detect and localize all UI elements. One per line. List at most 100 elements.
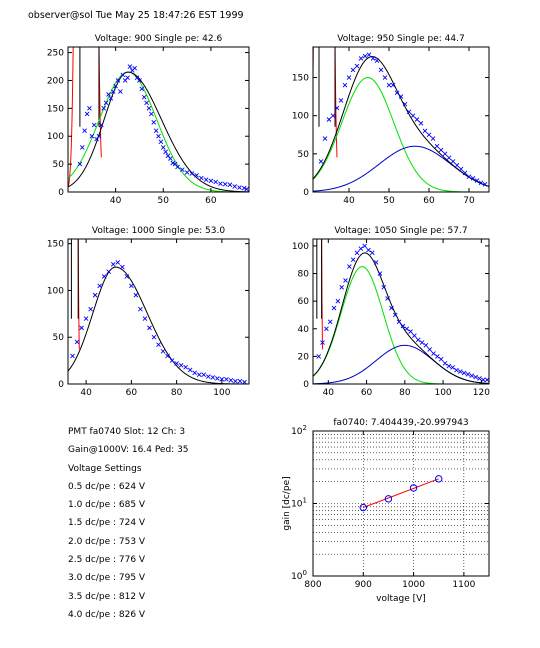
gain-fit-line	[363, 478, 439, 508]
data-point	[330, 113, 336, 119]
double-pe-curve	[313, 344, 489, 384]
single-pe-curve	[68, 71, 249, 192]
x-tick-label: 60	[126, 388, 138, 398]
data-point	[88, 306, 93, 312]
data-point	[427, 347, 433, 352]
data-point	[96, 133, 102, 139]
chart-title: Voltage: 950 Single pe: 44.7	[337, 34, 464, 44]
data-point	[410, 113, 416, 119]
data-point	[103, 100, 109, 106]
data-point	[132, 65, 138, 71]
data-point	[408, 329, 413, 334]
y-tick-label: 101	[291, 497, 307, 510]
data-point	[141, 94, 147, 100]
data-point	[478, 180, 484, 186]
data-point	[227, 182, 233, 188]
data-point	[84, 111, 90, 117]
data-point	[470, 175, 476, 181]
data-point	[431, 351, 436, 356]
data-point	[110, 89, 116, 94]
x-tick-label: 100	[213, 388, 230, 398]
data-point	[404, 326, 410, 332]
y-tick-label: 0	[303, 380, 309, 390]
x-tick-label: 100	[434, 388, 451, 398]
data-point	[205, 374, 211, 379]
data-point	[382, 75, 388, 80]
data-point	[139, 86, 145, 92]
data-point	[377, 271, 383, 276]
data-point	[402, 101, 408, 107]
data-point	[342, 82, 348, 88]
data-point	[482, 182, 488, 187]
data-point	[474, 178, 480, 183]
data-point	[101, 274, 107, 279]
data-point	[484, 377, 489, 383]
data-point	[418, 120, 424, 126]
chart-title: Voltage: 900 Single pe: 42.6	[95, 34, 223, 44]
data-point	[170, 160, 176, 166]
data-point	[241, 185, 247, 191]
data-point	[350, 257, 356, 263]
data-point	[430, 136, 436, 141]
data-point	[469, 373, 475, 379]
data-point	[153, 128, 159, 133]
gain-point	[384, 495, 393, 503]
total-fit-curve	[68, 266, 249, 384]
header-text: observer@sol Tue May 25 18:47:26 EST 199…	[28, 10, 244, 21]
data-point	[446, 155, 452, 160]
data-point	[219, 377, 225, 382]
data-point	[232, 184, 238, 189]
data-point	[419, 340, 425, 345]
data-point	[358, 246, 364, 251]
data-point	[163, 149, 168, 155]
x-tick-label: 40	[110, 196, 122, 206]
plot-area	[68, 239, 249, 384]
data-point	[394, 90, 400, 96]
data-point	[165, 353, 170, 359]
data-point	[101, 106, 107, 111]
data-point	[438, 147, 444, 153]
gain-point	[359, 503, 367, 512]
data-point	[434, 143, 440, 149]
info-line: 4.0 dc/pe : 826 V	[68, 609, 146, 620]
data-point	[381, 285, 387, 290]
data-point	[362, 53, 368, 59]
data-point	[343, 278, 348, 283]
data-point	[74, 339, 80, 345]
data-point	[450, 365, 455, 370]
y-tick-label: 50	[298, 150, 310, 160]
info-line: 2.5 dc/pe : 776 V	[68, 555, 146, 566]
data-point	[465, 372, 471, 377]
data-point	[169, 358, 175, 363]
y-tick-label: 102	[291, 424, 307, 437]
y-tick-label: 150	[292, 74, 309, 84]
data-point	[316, 354, 322, 359]
y-tick-label: 60	[298, 297, 310, 307]
gain-point	[435, 475, 443, 483]
data-point	[442, 360, 448, 366]
y-tick-label: 250	[47, 49, 64, 59]
x-tick-label: 50	[383, 196, 395, 206]
data-point	[390, 82, 396, 88]
data-point	[70, 353, 75, 359]
data-point	[156, 133, 161, 139]
data-point	[398, 94, 404, 99]
data-point	[194, 172, 199, 178]
axes-frame	[67, 46, 250, 193]
info-line: 1.5 dc/pe : 724 V	[68, 518, 146, 529]
data-point	[201, 372, 207, 377]
data-point	[158, 139, 164, 145]
double-pe-curve	[313, 145, 489, 192]
data-point	[457, 369, 463, 374]
data-point	[160, 348, 166, 354]
data-point	[118, 89, 123, 94]
data-point	[156, 342, 161, 348]
x-axis-label: voltage [V]	[376, 594, 426, 604]
data-point	[228, 377, 234, 383]
data-point	[142, 316, 148, 321]
data-point	[233, 378, 238, 384]
data-point	[108, 95, 114, 101]
plot-area	[68, 47, 249, 192]
pedestal-curve	[313, 47, 338, 158]
